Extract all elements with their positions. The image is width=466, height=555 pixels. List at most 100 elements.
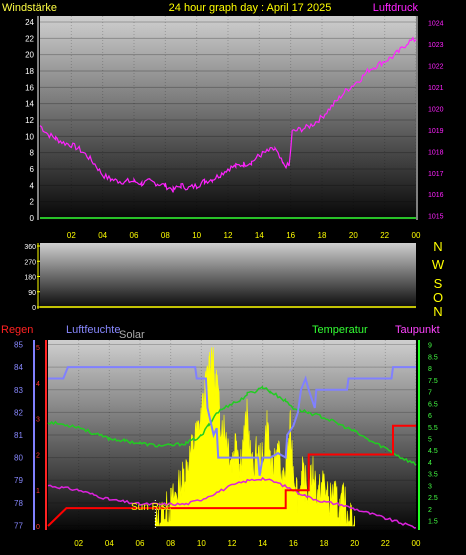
y-tick-label: 6	[30, 165, 35, 174]
humidity-tick-label: 81	[14, 431, 23, 440]
x-tick-label: 02	[67, 231, 76, 240]
x-tick-label: 18	[318, 231, 327, 240]
solar-label: Solar	[119, 329, 145, 341]
rain-tick-label: 2	[36, 452, 40, 459]
x-tick-label: 12	[228, 539, 237, 548]
x-tick-label: 04	[98, 231, 107, 240]
pressure-tick-label: 1022	[428, 63, 444, 70]
temperature-tick-label: 9	[428, 343, 432, 350]
pressure-tick-label: 1019	[428, 128, 444, 135]
graph-title: 24 hour graph day : April 17 2025	[169, 2, 332, 14]
y-tick-label: 12	[25, 116, 34, 125]
temperature-tick-label: 6.5	[428, 401, 438, 408]
temperatur-label: Temperatur	[312, 324, 368, 336]
x-tick-label: 06	[130, 231, 139, 240]
temperature-tick-label: 6	[428, 413, 432, 420]
x-tick-label: 16	[286, 231, 295, 240]
pressure-tick-label: 1021	[428, 85, 444, 92]
compass-labels: N W S O N	[432, 239, 445, 319]
y-tick-label: 90	[28, 290, 36, 297]
compass-label: O	[433, 290, 443, 305]
compass-label: N	[433, 239, 442, 254]
rain-tick-label: 0	[36, 524, 40, 531]
x-tick-label: 06	[136, 539, 145, 548]
x-tick-label: 22	[381, 539, 390, 548]
temperature-tick-label: 8	[428, 366, 432, 373]
rain-tick-label: 1	[36, 488, 40, 495]
rain-tick-label: 4	[36, 381, 40, 388]
luftfeuchte-label: Luftfeuchte	[66, 324, 120, 336]
regen-label: Regen	[1, 324, 33, 336]
humidity-tick-label: 82	[14, 408, 23, 417]
humidity-tick-label: 84	[14, 363, 23, 372]
pressure-tick-label: 1017	[428, 171, 444, 178]
luftdruck-label: Luftdruck	[373, 2, 419, 14]
y-tick-label: 2	[30, 198, 35, 207]
x-tick-label: 02	[74, 539, 83, 548]
x-tick-label: 12	[224, 231, 233, 240]
series-solar	[155, 347, 355, 527]
sun-rise-label: Sun Rise	[131, 502, 172, 513]
temperature-tick-label: 7	[428, 390, 432, 397]
pressure-tick-label: 1015	[428, 214, 444, 221]
temperature-tick-label: 5.5	[428, 425, 438, 432]
y-tick-label: 4	[30, 181, 35, 190]
x-tick-label: 14	[255, 231, 264, 240]
pressure-tick-label: 1016	[428, 192, 444, 199]
temperature-tick-label: 2	[428, 507, 432, 514]
temperature-tick-label: 1.5	[428, 519, 438, 526]
series-temperatur	[47, 385, 417, 466]
x-tick-label: 00	[412, 231, 421, 240]
y-tick-label: 24	[25, 18, 34, 27]
humidity-tick-label: 83	[14, 386, 23, 395]
y-tick-label: 8	[30, 149, 35, 158]
pressure-tick-label: 1023	[428, 42, 444, 49]
x-tick-label: 08	[166, 539, 175, 548]
x-tick-label: 22	[380, 231, 389, 240]
y-tick-label: 20	[25, 51, 34, 60]
x-tick-label: 04	[105, 539, 114, 548]
temperature-tick-label: 4.5	[428, 448, 438, 455]
y-tick-label: 360	[24, 244, 36, 251]
y-tick-label: 22	[25, 34, 34, 43]
wind-pressure-series	[39, 36, 417, 219]
rain-tick-label: 3	[36, 417, 40, 424]
series-regen	[47, 424, 416, 527]
series-taupunkt	[47, 476, 417, 529]
pressure-tick-label: 1024	[428, 20, 444, 27]
temperature-tick-label: 4	[428, 460, 432, 467]
pressure-tick-label: 1018	[428, 149, 444, 156]
humidity-tick-label: 78	[14, 499, 23, 508]
x-tick-label: 16	[289, 539, 298, 548]
wind-direction-plot-area	[40, 243, 416, 309]
pressure-tick-label: 1020	[428, 106, 444, 113]
compass-label: S	[434, 276, 443, 291]
temperature-tick-label: 3	[428, 483, 432, 490]
temperature-tick-label: 7.5	[428, 378, 438, 385]
x-tick-label: 20	[349, 231, 358, 240]
humidity-tick-label: 79	[14, 476, 23, 485]
x-tick-label: 10	[192, 231, 201, 240]
wind-pressure-plot-area	[40, 16, 416, 220]
humidity-tick-label: 77	[14, 521, 23, 530]
y-tick-label: 18	[25, 67, 34, 76]
windstaerke-label: Windstärke	[2, 2, 57, 14]
series-luftdruck	[39, 36, 417, 193]
x-tick-label: 20	[350, 539, 359, 548]
y-tick-label: 10	[25, 132, 34, 141]
y-tick-label: 16	[25, 83, 34, 92]
temperature-tick-label: 8.5	[428, 354, 438, 361]
x-tick-label: 14	[258, 539, 267, 548]
compass-label: W	[432, 257, 445, 272]
humidity-tick-label: 85	[14, 341, 23, 350]
x-tick-label: 08	[161, 231, 170, 240]
compass-label: N	[433, 304, 442, 319]
wind-direction-axes: 0 90 180 270 360	[24, 243, 40, 312]
y-tick-label: 180	[24, 275, 36, 282]
wind-pressure-grid	[40, 16, 417, 220]
x-tick-label: 00	[412, 539, 421, 548]
y-tick-label: 270	[24, 259, 36, 266]
